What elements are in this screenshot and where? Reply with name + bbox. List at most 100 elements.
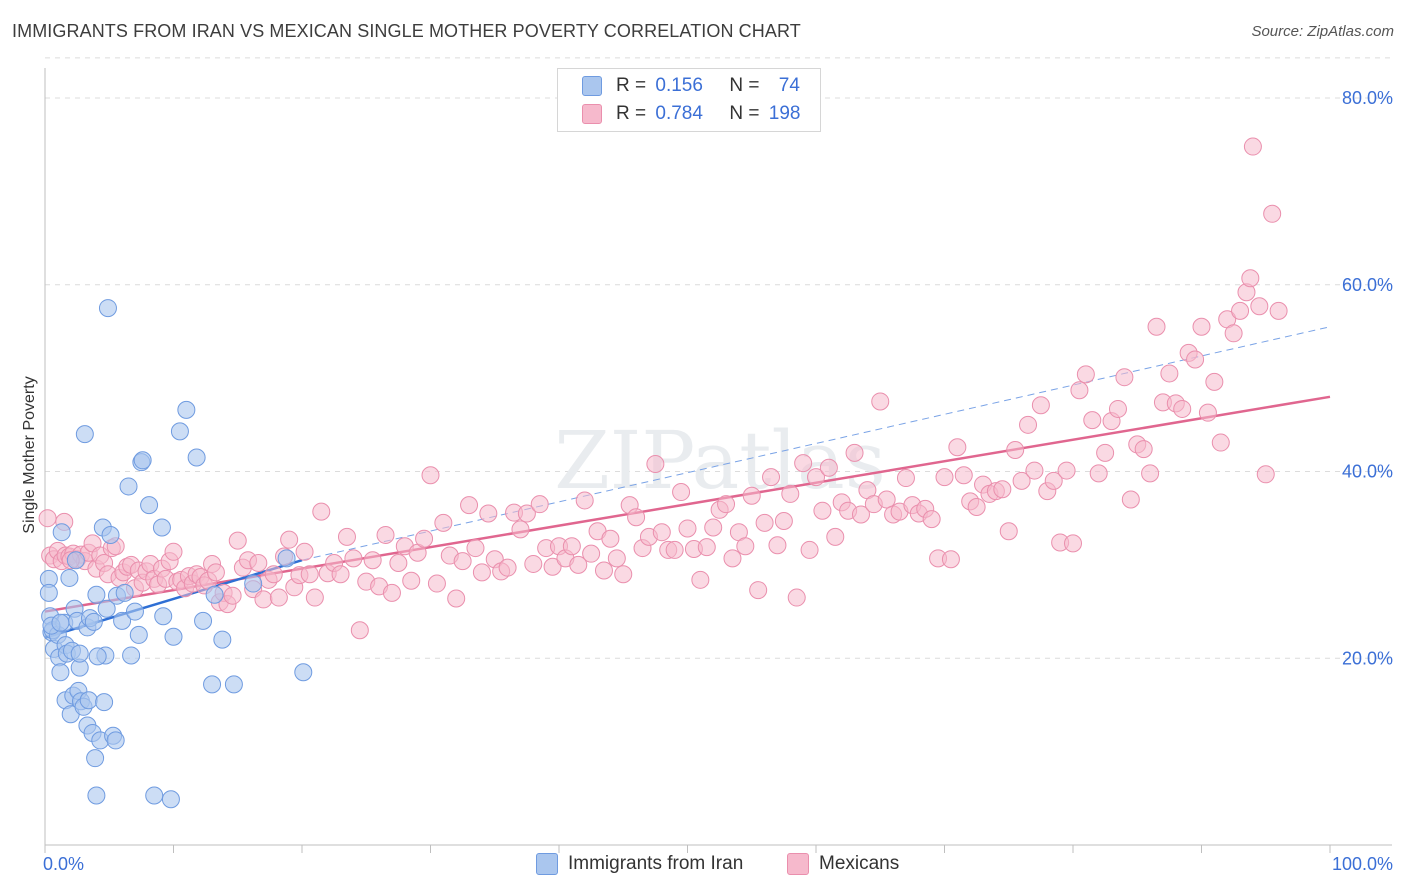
- iran-point: [95, 693, 114, 712]
- mexicans-point: [427, 574, 446, 593]
- mexicans-point: [652, 523, 671, 542]
- watermark: ZIPatlas: [554, 414, 886, 507]
- mexicans-point: [1115, 368, 1134, 387]
- legend-swatch-iran: [582, 76, 602, 96]
- iran-trend-extension: [301, 326, 1331, 561]
- mexicans-point: [794, 454, 813, 473]
- bottom-legend-label-iran: Immigrants from Iran: [568, 853, 744, 874]
- mexicans-point: [787, 588, 806, 607]
- mexicans-point: [607, 549, 626, 568]
- iran-point: [101, 525, 120, 544]
- mexicans-point: [376, 525, 395, 544]
- iran-point: [98, 299, 117, 318]
- mexicans-point: [800, 540, 819, 559]
- iran-point: [87, 585, 106, 604]
- mexicans-point: [954, 466, 973, 485]
- iran-point: [97, 599, 116, 618]
- mexicans-point: [331, 565, 350, 584]
- iran-point: [224, 675, 243, 694]
- iran-point: [205, 585, 224, 604]
- mexicans-point: [723, 549, 742, 568]
- mexicans-point: [697, 538, 716, 557]
- legend-r-value: 0.156: [655, 75, 703, 96]
- iran-point: [161, 790, 180, 809]
- iran-point: [119, 477, 138, 496]
- iran-point: [133, 451, 152, 470]
- mexicans-point: [717, 495, 736, 514]
- mexicans-point: [1241, 269, 1260, 288]
- mexicans-point: [601, 529, 620, 548]
- mexicans-point: [704, 518, 723, 537]
- bottom-legend-label-mexicans: Mexicans: [819, 853, 900, 874]
- mexicans-point: [1141, 464, 1160, 483]
- mexicans-point: [1250, 297, 1269, 316]
- mexicans-point: [269, 588, 288, 607]
- mexicans-point: [206, 563, 225, 582]
- watermark-text: ZIPatlas: [554, 414, 886, 507]
- iran-point: [79, 691, 98, 710]
- mexicans-point: [312, 502, 331, 521]
- mexicans-point: [627, 508, 646, 527]
- mexicans-point: [569, 555, 588, 574]
- mexicans-point: [1064, 534, 1082, 553]
- iran-point: [177, 400, 196, 419]
- mexicans-point: [38, 509, 57, 528]
- mexicans-point: [1186, 350, 1205, 369]
- iran-point: [86, 749, 105, 768]
- iran-point: [70, 644, 89, 663]
- mexicans-points: [38, 137, 1288, 640]
- iran-point: [122, 646, 141, 665]
- mexicans-point: [1031, 396, 1050, 415]
- iran-point: [129, 625, 148, 644]
- mexicans-point: [1147, 317, 1166, 336]
- mexicans-point: [300, 565, 319, 584]
- mexicans-point: [1134, 440, 1153, 459]
- mexicans-point: [999, 522, 1018, 541]
- axes: [44, 68, 1392, 853]
- mexicans-point: [460, 496, 479, 515]
- iran-point: [294, 663, 313, 682]
- y-tick-label: 40.0%: [1342, 462, 1393, 482]
- mexicans-point: [1211, 433, 1230, 452]
- mexicans-point: [749, 581, 768, 600]
- mexicans-point: [249, 554, 268, 573]
- iran-point: [106, 731, 125, 750]
- mexicans-point: [1205, 372, 1224, 391]
- mexicans-point: [1173, 399, 1192, 418]
- bottom-legend-mexicans: Mexicans: [787, 851, 899, 877]
- mexicans-point: [941, 550, 960, 569]
- mexicans-point: [1012, 471, 1031, 490]
- mexicans-point: [472, 563, 491, 582]
- bottom-legend-swatch-mexicans: [787, 853, 809, 875]
- mexicans-point: [871, 392, 890, 411]
- legend-n-value: 198: [768, 103, 801, 124]
- mexicans-point: [594, 561, 613, 580]
- mexicans-point: [845, 443, 864, 462]
- mexicans-point: [421, 466, 440, 485]
- iran-point: [84, 612, 103, 631]
- mexicans-point: [1256, 465, 1275, 484]
- legend-r-value: 0.784: [655, 103, 703, 124]
- mexicans-point: [223, 586, 242, 605]
- mexicans-point: [1160, 364, 1179, 383]
- mexicans-point: [1057, 461, 1076, 480]
- iran-point: [125, 602, 144, 621]
- mexicans-point: [264, 565, 283, 584]
- mexicans-point: [813, 501, 832, 520]
- mexicans-point: [511, 520, 530, 539]
- mexicans-point: [877, 490, 896, 509]
- iran-point: [213, 630, 232, 649]
- iran-point: [140, 496, 159, 515]
- mexicans-point: [543, 557, 562, 576]
- mexicans-point: [678, 519, 697, 538]
- mexicans-point: [382, 583, 401, 602]
- mexicans-point: [1044, 471, 1063, 490]
- mexicans-point: [742, 486, 761, 505]
- mexicans-point: [1192, 317, 1211, 336]
- mexicans-point: [1006, 441, 1025, 460]
- mexicans-point: [768, 536, 787, 555]
- mexicans-point: [434, 513, 453, 532]
- mexicans-point: [1096, 443, 1115, 462]
- mexicans-point: [164, 542, 183, 561]
